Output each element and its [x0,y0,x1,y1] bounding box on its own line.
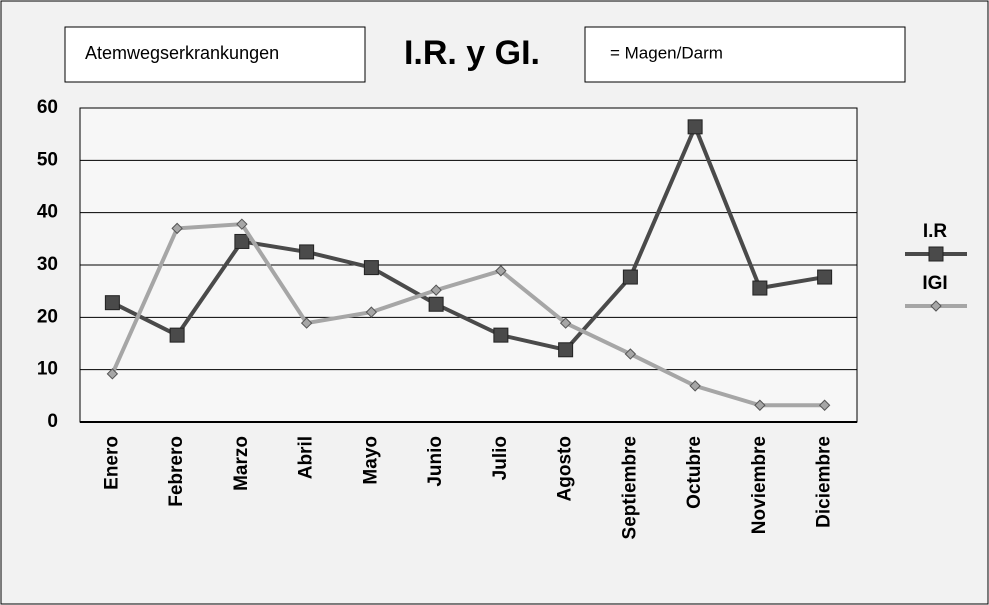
marker [365,306,378,318]
annotation: = Magen/Darm [610,43,723,62]
marker [928,246,944,262]
x-tick-label: Octubre [684,436,705,509]
series-line [110,222,825,408]
marker [622,269,638,285]
marker [495,265,507,277]
marker [559,317,572,329]
annotation: Atemwegserkrankungen [85,43,279,63]
x-tick-label: Febrero [166,436,187,507]
legend-label: I.R [923,221,948,242]
y-tick-label: 60 [37,97,58,118]
x-tick-label: Noviembre [749,436,770,534]
x-tick-label: Abril [296,436,317,479]
marker [930,300,942,312]
marker [754,399,766,411]
chart-title: I.R. y GI. [404,34,540,72]
marker [234,233,250,249]
marker [430,284,442,296]
marker [236,218,248,230]
marker [818,399,831,411]
x-tick-label: Agosto [555,436,576,501]
y-tick-label: 20 [37,306,58,327]
x-tick-label: Julio [490,436,511,480]
y-tick-label: 10 [37,359,58,380]
x-tick-label: Diciembre [814,436,835,528]
x-tick-label: Junio [425,436,446,487]
marker [687,119,703,135]
y-tick-label: 40 [37,202,58,223]
marker [169,327,185,343]
annotation-box [584,26,906,83]
marker [363,260,379,276]
annotation-box [64,26,366,83]
marker [171,222,183,235]
series-line [111,121,825,352]
marker [493,327,509,343]
y-tick-label: 30 [37,254,58,275]
legend-label: IGI [922,273,947,294]
x-tick-label: Mayo [360,436,381,485]
marker [689,380,701,392]
x-tick-label: Marzo [231,436,252,491]
marker [106,368,119,380]
marker [817,269,833,285]
marker [624,348,637,360]
marker [558,342,574,358]
marker [428,296,444,312]
y-tick-label: 50 [37,149,58,170]
marker [752,280,768,296]
marker [300,317,313,329]
marker [104,295,120,311]
y-tick-label: 0 [47,411,58,432]
x-tick-label: Septiembre [619,436,640,539]
marker [299,244,315,260]
x-tick-label: Enero [101,436,122,490]
